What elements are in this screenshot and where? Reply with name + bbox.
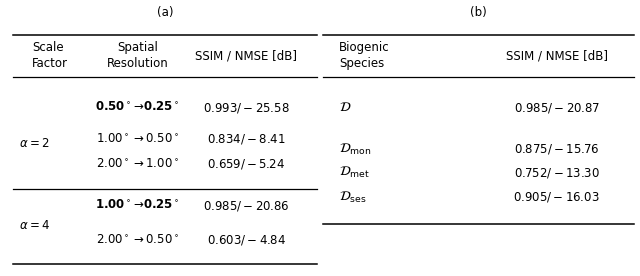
Text: Scale
Factor: Scale Factor [32,41,68,70]
Text: $2.00^\circ \rightarrow 0.50^\circ$: $2.00^\circ \rightarrow 0.50^\circ$ [96,233,179,247]
Text: $\mathcal{D}_{\mathrm{ses}}$: $\mathcal{D}_{\mathrm{ses}}$ [339,190,367,205]
Text: $\mathcal{D}_{\mathrm{met}}$: $\mathcal{D}_{\mathrm{met}}$ [339,165,370,180]
Text: $0.752 / -13.30$: $0.752 / -13.30$ [514,166,600,179]
Text: $\mathcal{D}$: $\mathcal{D}$ [339,101,351,114]
Text: $1.00^\circ \rightarrow 0.50^\circ$: $1.00^\circ \rightarrow 0.50^\circ$ [96,133,179,146]
Text: $\alpha = 4$: $\alpha = 4$ [19,219,50,232]
Text: $0.875 / -15.76$: $0.875 / -15.76$ [514,142,600,156]
Text: $0.603 / -4.84$: $0.603 / -4.84$ [207,233,286,247]
Text: $0.993 / -25.58$: $0.993 / -25.58$ [203,101,290,115]
Text: $\mathbf{1.00}^\circ \!\rightarrow\! \mathbf{0.25}^\circ$: $\mathbf{1.00}^\circ \!\rightarrow\! \ma… [95,199,180,212]
Text: $0.905 / -16.03$: $0.905 / -16.03$ [513,190,600,204]
Text: $0.985 / -20.87$: $0.985 / -20.87$ [514,101,600,115]
Text: (b): (b) [470,6,487,19]
Text: $\alpha = 2$: $\alpha = 2$ [19,137,50,150]
Text: $2.00^\circ \rightarrow 1.00^\circ$: $2.00^\circ \rightarrow 1.00^\circ$ [96,158,179,171]
Text: $0.834 / -8.41$: $0.834 / -8.41$ [207,132,285,146]
Text: $\mathcal{D}_{\mathrm{mon}}$: $\mathcal{D}_{\mathrm{mon}}$ [339,142,372,156]
Text: Biogenic
Species: Biogenic Species [339,41,390,70]
Text: SSIM / NMSE [dB]: SSIM / NMSE [dB] [506,49,608,62]
Text: SSIM / NMSE [dB]: SSIM / NMSE [dB] [195,49,298,62]
Text: Spatial
Resolution: Spatial Resolution [107,41,168,70]
Text: $0.659 / -5.24$: $0.659 / -5.24$ [207,157,285,171]
Text: (a): (a) [157,6,173,19]
Text: $\mathbf{0.50}^\circ \!\rightarrow\! \mathbf{0.25}^\circ$: $\mathbf{0.50}^\circ \!\rightarrow\! \ma… [95,101,180,114]
Text: $0.985 / -20.86$: $0.985 / -20.86$ [203,199,290,213]
